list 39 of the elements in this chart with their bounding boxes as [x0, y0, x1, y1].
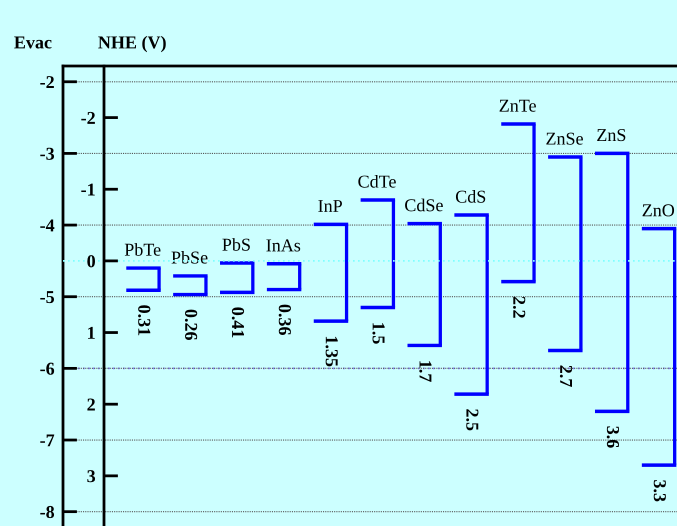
data-label: 0.26: [184, 310, 198, 340]
x-tick-label: PbTe: [124, 243, 160, 256]
y-axis-title: Evac: [14, 36, 52, 49]
y2-axis-title: NHE (V): [98, 36, 166, 52]
y-tick-label: -8: [40, 506, 54, 518]
x-tick-label: InP: [318, 200, 342, 212]
data-label: 0.36: [278, 304, 291, 335]
y2-tick-label: -2: [81, 112, 95, 124]
data-label: 1.5: [372, 323, 385, 344]
x-tick-label: ZnS: [597, 129, 626, 142]
data-label: 1.7: [419, 361, 432, 382]
x-tick-label: ZnSe: [546, 132, 583, 145]
y2-tick-label: 0: [87, 255, 95, 268]
x-tick-label: InAs: [266, 239, 300, 252]
data-label: 2.5: [466, 409, 478, 430]
x-tick-label: CdTe: [358, 175, 396, 188]
data-label: 0.41: [232, 307, 244, 338]
data-label: 2.2: [513, 296, 526, 318]
data-label: 0.31: [138, 305, 150, 336]
y-tick-label: -5: [40, 291, 54, 304]
x-tick-label: CdS: [456, 190, 486, 203]
x-tick-label: ZnO: [642, 204, 674, 216]
x-tick-label: CdSe: [405, 198, 443, 212]
y2-tick-label: 1: [88, 326, 95, 339]
y-tick-label: -3: [40, 148, 54, 160]
x-tick-label: PbS: [222, 238, 250, 251]
y-tick-label: -7: [40, 434, 54, 446]
data-label: 3.3: [654, 480, 666, 502]
y-tick-label: -6: [40, 362, 54, 375]
data-label: 2.7: [560, 366, 572, 387]
y-tick-label: -4: [40, 219, 54, 232]
data-label: 3.6: [606, 426, 619, 448]
x-tick-label: PbSe: [172, 250, 208, 264]
y2-tick-label: -1: [81, 184, 95, 196]
y-tick-label: -2: [40, 76, 54, 88]
y2-tick-label: 3: [87, 470, 96, 482]
y2-tick-label: 2: [87, 398, 95, 410]
data-label: 1.35: [326, 336, 338, 366]
x-tick-label: ZnTe: [500, 100, 536, 112]
